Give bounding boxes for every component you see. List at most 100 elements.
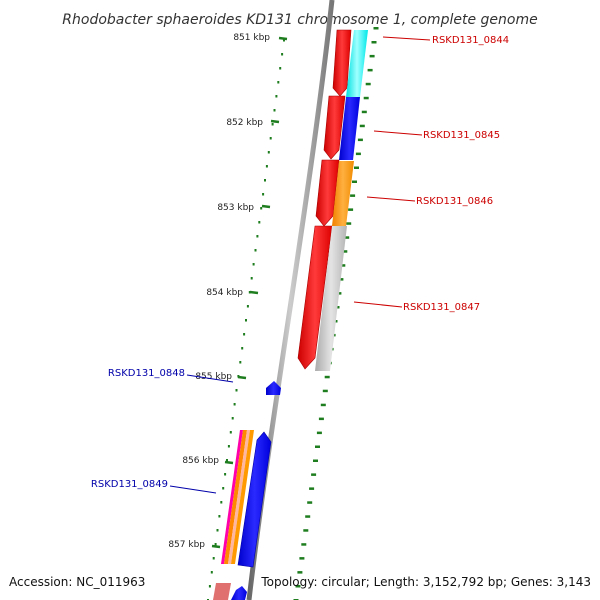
ruler-label-854: 854 kbp xyxy=(206,288,243,298)
leader-rskd131-0846 xyxy=(366,196,416,202)
genome-summary-text: Topology: circular; Length: 3,152,792 bp… xyxy=(260,575,591,589)
leader-rskd131-0847 xyxy=(353,301,403,308)
leader-rskd131-0844 xyxy=(382,36,431,41)
gene-label-rskd131-0847[interactable]: RSKD131_0847 xyxy=(403,302,480,313)
feature-block-cyan xyxy=(346,30,368,97)
ruler-dot xyxy=(258,221,261,224)
gc-dot xyxy=(369,54,375,58)
gene-labels-right: RSKD131_0844 RSKD131_0845 RSKD131_0846 R… xyxy=(353,35,509,313)
ruler-dot xyxy=(245,319,247,322)
ruler-dot xyxy=(210,571,213,574)
ruler-dot xyxy=(227,445,230,448)
gc-dot xyxy=(320,403,326,407)
gc-dot xyxy=(365,82,371,86)
feature-block-orange xyxy=(332,161,354,226)
ruler-dot xyxy=(267,151,270,154)
gene-label-rskd131-0848[interactable]: RSKD131_0848 xyxy=(108,368,185,379)
ruler-dot xyxy=(224,473,227,476)
ruler-label-857: 857 kbp xyxy=(168,540,205,550)
ruler-tick-857 xyxy=(211,544,221,549)
gene-label-rskd131-0844[interactable]: RSKD131_0844 xyxy=(432,35,509,46)
ruler-tick-854 xyxy=(249,290,259,295)
ruler-dot xyxy=(235,389,238,392)
gene-label-rskd131-0849[interactable]: RSKD131_0849 xyxy=(91,479,168,490)
gc-dot xyxy=(297,571,303,574)
gc-dot xyxy=(342,250,348,253)
ruler-tick-852 xyxy=(270,119,280,124)
gc-dot xyxy=(309,487,315,490)
stripe-bottom xyxy=(213,583,231,600)
ruler-dot xyxy=(256,235,259,238)
gc-dot xyxy=(346,222,352,225)
ruler-label-856: 856 kbp xyxy=(182,456,219,466)
ruler-dot xyxy=(220,501,223,504)
stripe-orange-1 xyxy=(224,430,247,564)
ruler-dot xyxy=(275,95,278,98)
feature-blocks xyxy=(315,30,368,371)
ruler-dot xyxy=(269,137,272,140)
gc-dot xyxy=(352,180,357,183)
gene-rskd131-0846-arrow[interactable] xyxy=(315,159,340,227)
reverse-strand-genes xyxy=(297,29,352,370)
ruler-dot xyxy=(262,193,265,196)
gc-dot xyxy=(367,68,373,72)
forward-strand-genes xyxy=(231,381,281,600)
ruler-dot xyxy=(250,277,253,280)
ruler-tick-856 xyxy=(224,460,234,465)
gene-label-rskd131-0845[interactable]: RSKD131_0845 xyxy=(423,130,500,141)
gc-dot xyxy=(313,459,318,462)
ruler-label-853: 853 kbp xyxy=(217,203,254,213)
ruler-dot xyxy=(277,81,280,84)
ruler-ticks: 851 kbp 852 kbp 853 kbp 854 kbp 855 kbp … xyxy=(168,33,288,550)
gc-dot xyxy=(338,278,344,281)
gc-dot xyxy=(363,96,369,100)
ruler-dot xyxy=(264,179,266,182)
ruler-dot xyxy=(279,67,282,70)
accession-text: Accession: NC_011963 xyxy=(9,575,145,589)
map-title: Rhodobacter sphaeroides KD131 chromosome… xyxy=(62,12,537,28)
ruler-dot xyxy=(239,361,242,364)
ruler-dot xyxy=(208,585,211,588)
gc-dot xyxy=(348,208,354,211)
gene-rskd131-0847-arrow[interactable] xyxy=(297,225,333,370)
ruler-dot xyxy=(229,431,232,434)
ruler-dot xyxy=(283,39,285,42)
gc-dot xyxy=(350,194,356,197)
ruler-dot xyxy=(214,543,217,546)
gene-labels-left: RSKD131_0848 RSKD131_0849 xyxy=(91,368,234,494)
gc-dot xyxy=(373,27,379,30)
ruler-dot xyxy=(243,333,246,336)
ruler-dot xyxy=(260,207,263,210)
gc-dot xyxy=(305,515,311,518)
leader-rskd131-0849 xyxy=(169,485,217,494)
gc-dot xyxy=(359,124,365,128)
ruler-tick-851 xyxy=(278,36,288,41)
stripe-orange-2 xyxy=(231,430,254,564)
stripe-salmon xyxy=(228,430,250,564)
gene-label-rskd131-0846[interactable]: RSKD131_0846 xyxy=(416,196,493,207)
ruler-dot xyxy=(216,529,219,532)
gene-rskd131-0849-arrow[interactable] xyxy=(237,431,272,568)
gc-dot xyxy=(371,41,377,44)
ruler-dot xyxy=(231,417,234,420)
gc-dot xyxy=(295,585,301,588)
ruler-dot xyxy=(265,165,268,168)
gc-dot xyxy=(357,138,363,142)
gc-dot xyxy=(303,529,309,532)
leader-rskd131-0845 xyxy=(373,130,423,136)
ruler-tick-853 xyxy=(261,204,271,209)
gc-dot xyxy=(299,557,305,560)
gene-rskd131-0845-arrow[interactable] xyxy=(323,95,346,160)
gene-rskd131-0844-arrow[interactable] xyxy=(332,29,352,97)
ruler-dot xyxy=(246,305,249,308)
stripe-block xyxy=(213,430,254,600)
feature-block-gray xyxy=(315,226,347,371)
gc-dot xyxy=(307,501,313,504)
gene-rskd131-0848-arrow[interactable] xyxy=(266,381,281,395)
ruler-label-855: 855 kbp xyxy=(195,372,232,382)
feature-block-blue xyxy=(339,97,360,160)
ruler-label-852: 852 kbp xyxy=(226,118,263,128)
gc-dot xyxy=(354,166,359,169)
stripe-magenta xyxy=(221,430,243,564)
